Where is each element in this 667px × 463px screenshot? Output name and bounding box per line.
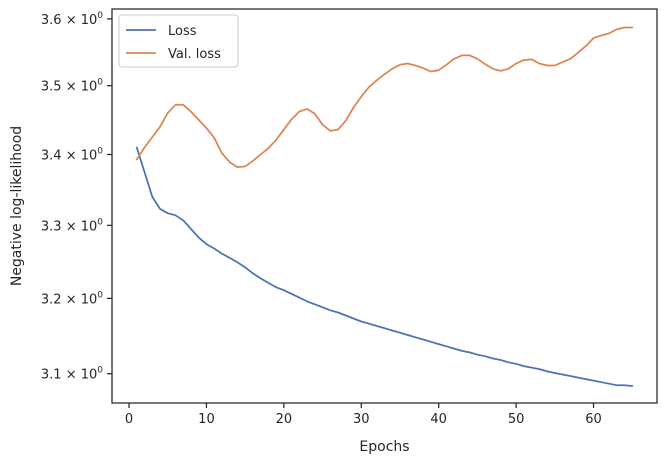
x-tick-label: 60 (585, 412, 602, 427)
series-lines (135, 26, 634, 387)
plot-area (112, 9, 657, 403)
legend: Loss Val. loss (118, 14, 239, 68)
x-tick-label: 20 (276, 412, 293, 427)
plot-frame (111, 8, 658, 404)
y-tick-label: 3.3 × 100 (41, 217, 103, 234)
y-tick-label: 3.1 × 100 (41, 366, 103, 383)
y-tick-label: 3.2 × 100 (41, 290, 103, 307)
x-tick-label: 40 (430, 412, 447, 427)
y-tick-label: 3.6 × 100 (41, 11, 103, 28)
y-axis-ticks: 3.1 × 100 3.2 × 100 3.3 × 100 3.4 × 100 3.5 … (41, 11, 112, 383)
x-axis-label: Epochs (359, 439, 409, 455)
x-tick-label: 10 (198, 412, 215, 427)
x-tick-label: 50 (508, 412, 525, 427)
legend-label-val-loss: Val. loss (168, 47, 221, 62)
legend-label-loss: Loss (168, 24, 197, 39)
x-tick-label: 0 (125, 412, 133, 427)
x-axis-ticks: 0 10 20 30 40 50 60 (125, 403, 602, 427)
legend-box (118, 14, 239, 68)
y-tick-label: 3.4 × 100 (41, 147, 103, 164)
x-tick-label: 30 (353, 412, 370, 427)
y-tick-label: 3.5 × 100 (41, 78, 103, 95)
series-line-val-loss (135, 26, 634, 168)
series-line-loss (135, 146, 634, 387)
y-axis-label: Negative log-likelihood (9, 126, 25, 286)
